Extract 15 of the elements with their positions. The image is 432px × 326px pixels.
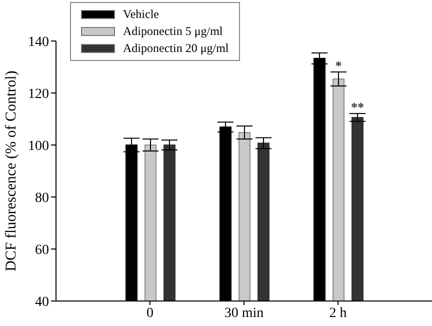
legend-label: Vehicle: [123, 6, 159, 23]
x-tick-label: 30 min: [224, 306, 264, 321]
legend-label: Adiponectin 5 μg/ml: [123, 23, 223, 40]
y-tick-label: 60: [35, 242, 49, 258]
x-tick-label: 0: [146, 306, 154, 321]
annotation: **: [351, 100, 364, 115]
y-tick-label: 40: [35, 294, 49, 310]
legend-label: Adiponectin 20 μg/ml: [123, 40, 229, 57]
y-tick-label: 100: [28, 138, 49, 154]
y-tick-label: 80: [35, 190, 49, 206]
y-tick-label: 140: [28, 34, 49, 50]
annotation: *: [335, 58, 342, 73]
y-tick-label: 120: [28, 86, 49, 102]
x-tick-label: 2 h: [329, 306, 347, 321]
y-axis-title: DCF fluorescence (% of Control): [3, 70, 20, 272]
